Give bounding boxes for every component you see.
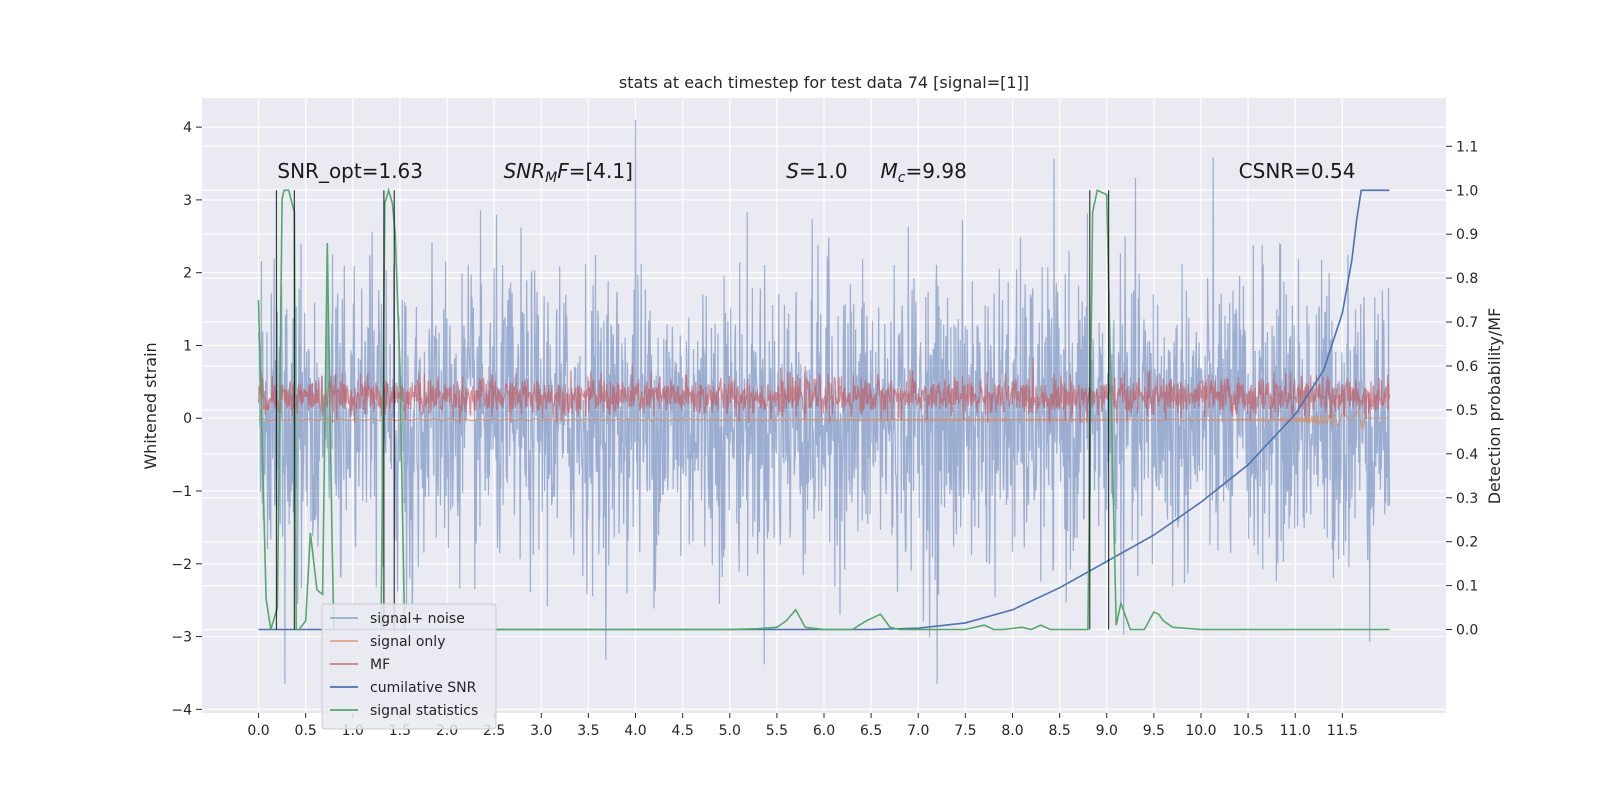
x-tick-label-13: 6.5 [860,723,882,739]
y-right-tick-label-1: 0.1 [1456,579,1478,595]
y-tick-label-4: 0 [183,411,192,427]
y-right-ticks: 0.0 0.1 0.2 0.3 0.4 0.5 0.6 0.7 0.8 0.9 1.0 1.1 [1446,139,1478,639]
y-tick-label-8: 4 [183,120,192,136]
chart-title: stats at each timestep for test data 74 … [619,73,1029,92]
y-ticks: −4 −3 −2 −1 0 1 2 3 4 [171,120,202,718]
x-tick-label-11: 5.5 [766,723,788,739]
y-right-tick-label-9: 0.9 [1456,227,1478,243]
y-right-tick-label-2: 0.2 [1456,535,1478,551]
x-tick-label-17: 8.5 [1048,723,1070,739]
x-tick-label-20: 10.0 [1185,723,1216,739]
series-cumilative-snr [258,189,1390,631]
legend: signal+ noise signal only MF cumilative SNR… [321,603,497,730]
x-tick-label-9: 4.5 [672,723,694,739]
x-tick-label-15: 7.5 [954,723,976,739]
x-tick-label-1: 0.5 [295,723,317,739]
x-tick-label-23: 11.5 [1327,723,1358,739]
annotation-0: SNR_opt=1.63 [277,159,423,183]
legend-box [321,603,497,730]
legend-label-4: signal statistics [370,703,478,719]
y-axis-label: Whitened strain [141,342,160,469]
y-right-tick-label-5: 0.5 [1456,403,1478,419]
legend-label-3: cumilative SNR [370,680,477,696]
y-tick-label-3: −1 [171,484,192,500]
y-tick-label-5: 1 [183,338,192,354]
y-right-tick-label-10: 1.0 [1456,183,1478,199]
x-ticks: 0.0 0.5 1.0 1.5 2.0 2.5 3.0 3.5 4.0 4.5 5.0 5.5 6.0 6… [247,713,1358,739]
series-signal-only [258,410,1390,430]
x-tick-label-0: 0.0 [247,723,269,739]
y-tick-label-2: −2 [171,557,192,573]
y-tick-label-6: 2 [183,266,192,282]
x-tick-label-21: 10.5 [1233,723,1264,739]
x-tick-label-16: 8.0 [1001,723,1023,739]
y-right-tick-label-7: 0.7 [1456,315,1478,331]
y-right-tick-label-6: 0.6 [1456,359,1478,375]
x-tick-label-6: 3.0 [530,723,552,739]
x-tick-label-8: 4.0 [624,723,646,739]
y-right-tick-label-4: 0.4 [1456,447,1478,463]
series-signal-noise [257,119,1391,684]
y-right-tick-label-0: 0.0 [1456,623,1478,639]
y-right-tick-label-8: 0.8 [1456,271,1478,287]
annotations: SNR_opt=1.63 SNRMF=[4.1] S=1.0 Mc=9.98 CSNR=… [277,159,1355,186]
y-tick-label-1: −3 [171,630,192,646]
y-right-tick-label-3: 0.3 [1456,491,1478,507]
y-tick-label-7: 3 [183,193,192,209]
x-tick-label-10: 5.0 [719,723,741,739]
series-signal-statistics [257,187,1390,631]
x-tick-label-19: 9.5 [1143,723,1165,739]
x-tick-label-18: 9.0 [1096,723,1118,739]
annotation-4: CSNR=0.54 [1239,159,1356,183]
series-layer [257,119,1391,684]
legend-label-2: MF [370,657,390,673]
annotation-1: SNRMF=[4.1] [504,159,633,186]
x-tick-label-14: 7.0 [907,723,929,739]
y-right-tick-label-11: 1.1 [1456,139,1478,155]
series-mf [257,357,1391,424]
y-tick-label-0: −4 [171,702,192,718]
annotation-2: S=1.0 [786,159,847,183]
legend-label-0: signal+ noise [370,611,465,627]
legend-label-1: signal only [370,634,445,650]
x-tick-label-7: 3.5 [577,723,599,739]
annotation-3: Mc=9.98 [881,159,967,186]
y-right-axis-label: Detection probability/MF [1485,308,1504,505]
x-tick-label-12: 6.0 [813,723,835,739]
x-tick-label-22: 11.0 [1280,723,1311,739]
